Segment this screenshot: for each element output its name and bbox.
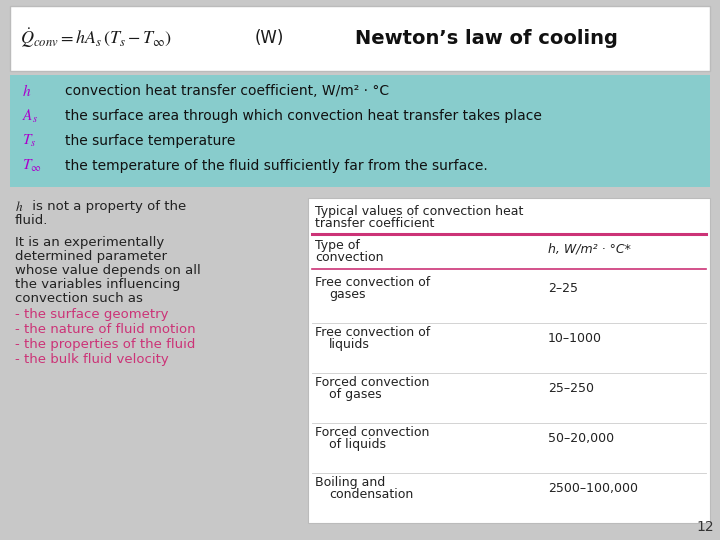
Text: of liquids: of liquids <box>329 438 386 451</box>
Text: convection heat transfer coefficient, W/m² · °C: convection heat transfer coefficient, W/… <box>65 84 389 98</box>
Text: (W): (W) <box>255 29 284 47</box>
Text: fluid.: fluid. <box>15 214 48 227</box>
Text: whose value depends on all: whose value depends on all <box>15 264 201 277</box>
Text: h, W/m² · °C*: h, W/m² · °C* <box>548 243 631 256</box>
Text: - the nature of fluid motion: - the nature of fluid motion <box>15 323 196 336</box>
Text: 50–20,000: 50–20,000 <box>548 432 614 445</box>
Text: - the bulk fluid velocity: - the bulk fluid velocity <box>15 353 168 366</box>
Text: the surface area through which convection heat transfer takes place: the surface area through which convectio… <box>65 109 542 123</box>
Text: It is an experimentally: It is an experimentally <box>15 236 164 249</box>
Text: Boiling and: Boiling and <box>315 476 385 489</box>
Text: $\dot{Q}_{conv} = hA_s\,(T_s - T_\infty)$: $\dot{Q}_{conv} = hA_s\,(T_s - T_\infty)… <box>20 26 172 50</box>
Text: $h$: $h$ <box>22 83 31 99</box>
Text: 2500–100,000: 2500–100,000 <box>548 482 638 495</box>
Text: $h$: $h$ <box>15 200 23 214</box>
Text: $A_s$: $A_s$ <box>22 107 38 125</box>
Text: convection such as: convection such as <box>15 292 143 305</box>
Text: Forced convection: Forced convection <box>315 376 429 389</box>
Text: Newton’s law of cooling: Newton’s law of cooling <box>355 29 618 48</box>
Text: - the properties of the fluid: - the properties of the fluid <box>15 338 195 351</box>
Text: is not a property of the: is not a property of the <box>28 200 186 213</box>
Text: 2–25: 2–25 <box>548 282 578 295</box>
Text: liquids: liquids <box>329 338 370 351</box>
Bar <box>10 75 710 187</box>
Text: - the surface geometry: - the surface geometry <box>15 308 168 321</box>
Text: Forced convection: Forced convection <box>315 426 429 439</box>
Text: of gases: of gases <box>329 388 382 401</box>
Text: Free convection of: Free convection of <box>315 276 431 289</box>
Text: 10–1000: 10–1000 <box>548 332 602 345</box>
Bar <box>10 6 710 71</box>
Bar <box>308 198 710 523</box>
Text: Typical values of convection heat: Typical values of convection heat <box>315 205 523 218</box>
Text: the surface temperature: the surface temperature <box>65 134 235 148</box>
Text: transfer coefficient: transfer coefficient <box>315 217 434 230</box>
Text: 12: 12 <box>696 520 714 534</box>
Text: condensation: condensation <box>329 488 413 501</box>
Text: Type of: Type of <box>315 239 360 252</box>
Text: determined parameter: determined parameter <box>15 250 167 263</box>
Text: $T_s$: $T_s$ <box>22 133 37 149</box>
Text: convection: convection <box>315 251 384 264</box>
Text: Free convection of: Free convection of <box>315 326 431 339</box>
Text: the temperature of the fluid sufficiently far from the surface.: the temperature of the fluid sufficientl… <box>65 159 487 173</box>
Text: 25–250: 25–250 <box>548 382 594 395</box>
Text: $T_\infty$: $T_\infty$ <box>22 158 42 174</box>
Text: gases: gases <box>329 288 366 301</box>
Text: the variables influencing: the variables influencing <box>15 278 181 291</box>
